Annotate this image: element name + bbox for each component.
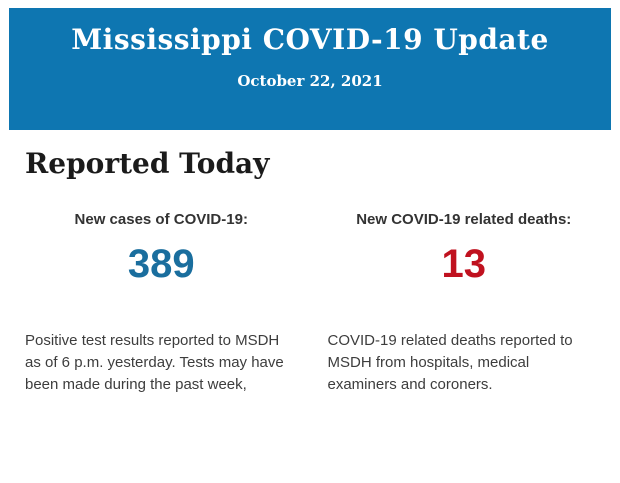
new-cases-label: New cases of COVID-19: — [74, 211, 248, 228]
report-date: October 22, 2021 — [237, 72, 383, 90]
section-title: Reported Today — [25, 147, 270, 180]
page-title: Mississippi COVID-19 Update — [71, 23, 549, 56]
content-area: Reported Today New cases of COVID-19: 38… — [0, 147, 620, 396]
new-cases-description: Positive test results reported to MSDH a… — [25, 332, 284, 393]
new-deaths-value: 13 — [441, 242, 487, 286]
new-deaths-label: New COVID-19 related deaths: — [356, 211, 572, 228]
new-deaths-description: COVID-19 related deaths reported to MSDH… — [327, 332, 573, 393]
masthead: Mississippi COVID-19 Update October 22, … — [9, 8, 611, 130]
stat-card-new-deaths: New COVID-19 related deaths: 13 COVID-19… — [328, 211, 601, 396]
stat-card-new-cases: New cases of COVID-19: 389 Positive test… — [25, 211, 298, 396]
new-cases-value: 389 — [127, 242, 195, 286]
stats-grid: New cases of COVID-19: 389 Positive test… — [25, 211, 600, 396]
newsletter-page: Mississippi COVID-19 Update October 22, … — [0, 8, 620, 483]
